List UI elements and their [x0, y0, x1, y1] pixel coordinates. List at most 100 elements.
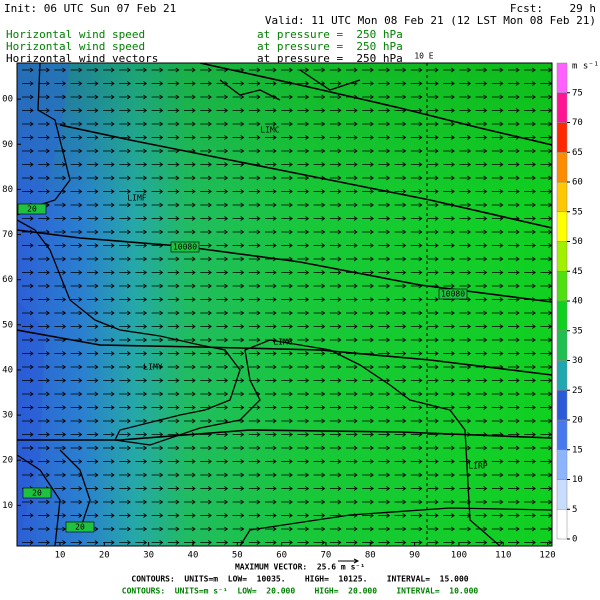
wind-vector — [151, 175, 164, 181]
wind-vector — [70, 270, 83, 275]
wind-vector — [524, 351, 536, 356]
wind-vector — [410, 81, 423, 86]
wind-vector — [151, 256, 164, 262]
wind-vector — [410, 486, 423, 491]
wind-vector — [297, 67, 310, 73]
wind-vector — [135, 324, 148, 329]
x-tick-label: 110 — [495, 551, 511, 561]
wind-vector — [459, 162, 472, 167]
wind-vector — [281, 108, 293, 113]
wind-vector — [346, 189, 358, 194]
wind-vector — [103, 378, 115, 383]
wind-vector — [378, 256, 391, 262]
wind-vector — [378, 270, 391, 275]
wind-vector — [248, 81, 261, 86]
wind-vector — [119, 351, 131, 356]
wind-vector — [70, 162, 83, 167]
colorbar-tick-label: 70 — [572, 118, 583, 128]
wind-vector — [200, 486, 212, 491]
wind-vector — [378, 351, 391, 356]
wind-vector — [378, 540, 391, 545]
wind-vector — [329, 540, 342, 545]
colorbar-tick-label: 40 — [572, 297, 583, 307]
station-label: LIMG — [273, 338, 292, 347]
wind-vector — [540, 162, 552, 167]
wind-vector — [167, 256, 180, 262]
map-labels: 10080 10080 20 20 20 LIMC LIMF LIMY LIMG LIRP — [17, 126, 488, 533]
wind-vector — [427, 351, 439, 356]
wind-vector — [524, 445, 536, 451]
wind-vector — [297, 189, 310, 194]
wind-vector — [22, 405, 34, 410]
wind-vector — [184, 202, 196, 208]
wind-vector — [297, 229, 310, 235]
wind-vector — [248, 148, 261, 154]
wind-vector — [119, 486, 131, 491]
wind-vector — [508, 148, 520, 154]
wind-vector — [54, 418, 67, 424]
wind-vector — [200, 310, 212, 316]
wind-vector — [443, 81, 455, 86]
wind-vector — [394, 67, 407, 73]
wind-vector — [184, 364, 196, 370]
wind-vector — [232, 297, 245, 302]
wind-vector — [427, 229, 439, 235]
wind-vector — [346, 310, 358, 316]
wind-vector — [265, 486, 277, 491]
wind-vector — [297, 121, 310, 127]
wind-vector — [362, 391, 374, 397]
wind-vector — [362, 540, 374, 545]
wind-vector — [54, 324, 67, 329]
wind-vector — [167, 378, 180, 383]
wind-vector — [394, 81, 407, 86]
wind-vector — [70, 67, 83, 73]
wind-vector — [151, 81, 164, 86]
wind-vector — [491, 324, 504, 329]
wind-vector — [508, 162, 520, 167]
wind-vector — [362, 67, 374, 73]
wind-vector — [54, 175, 67, 181]
wind-vector — [265, 405, 277, 410]
wind-vector — [475, 202, 488, 208]
wind-vector — [135, 310, 148, 316]
wind-vector — [281, 243, 293, 248]
wind-vector — [119, 499, 131, 505]
wind-vector — [427, 270, 439, 275]
wind-vector — [394, 162, 407, 167]
wind-vector — [86, 337, 99, 343]
wind-vector — [232, 405, 245, 410]
wind-vector — [200, 229, 212, 235]
wind-vector — [508, 324, 520, 329]
wind-vector — [346, 121, 358, 127]
wind-vector — [346, 459, 358, 464]
wind-vector — [362, 243, 374, 248]
wind-vector — [281, 378, 293, 383]
wind-vector — [443, 324, 455, 329]
wind-vector — [135, 94, 148, 100]
wind-vector — [427, 391, 439, 397]
wind-vector — [38, 405, 50, 410]
wind-vector — [216, 364, 229, 370]
wind-vector — [232, 202, 245, 208]
wind-vector — [297, 148, 310, 154]
wind-vector — [281, 162, 293, 167]
wind-vector — [378, 81, 391, 86]
wind-vector — [70, 486, 83, 491]
wind-vector — [184, 94, 196, 100]
wind-vector — [200, 283, 212, 289]
wind-vector — [394, 94, 407, 100]
wind-vector — [70, 135, 83, 140]
wind-vector — [410, 229, 423, 235]
wind-vector — [86, 513, 99, 518]
x-tick-label: 70 — [321, 551, 332, 561]
wind-vector — [427, 67, 439, 73]
wind-vector — [70, 351, 83, 356]
wind-vector — [281, 216, 293, 221]
contour-info: CONTOURS: UNITS=m LOW= 10035. HIGH= 1012… — [131, 575, 468, 584]
wind-vector — [70, 405, 83, 410]
wind-vector — [394, 472, 407, 478]
wind-vector — [313, 297, 326, 302]
wind-vector — [475, 378, 488, 383]
speed-field-shade — [17, 63, 552, 546]
wind-vector — [524, 378, 536, 383]
